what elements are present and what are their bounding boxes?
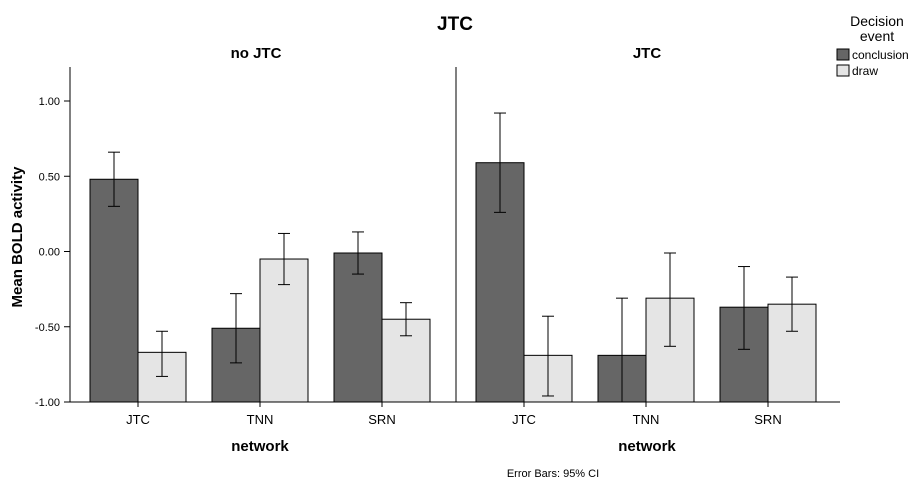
legend-title-line1: Decision <box>850 13 904 29</box>
x-tick-label: JTC <box>126 412 150 427</box>
x-tick-label: SRN <box>754 412 781 427</box>
error-bar-note: Error Bars: 95% CI <box>507 468 599 480</box>
y-tick-label: -0.50 <box>35 322 60 334</box>
y-tick-label: 1.00 <box>39 96 60 108</box>
x-axis-label-left: network <box>231 438 289 455</box>
y-tick-label: 0.50 <box>39 171 60 183</box>
legend-label-draw: draw <box>852 64 878 78</box>
y-tick-label: 0.00 <box>39 247 60 259</box>
x-axis-label-right: network <box>618 438 676 455</box>
chart-title: JTC <box>437 14 473 35</box>
panel-title-jtc: JTC <box>633 45 662 62</box>
x-tick-label: SRN <box>368 412 395 427</box>
x-tick-label: JTC <box>512 412 536 427</box>
bar-conclusion <box>333 252 383 403</box>
y-tick-label: -1.00 <box>35 397 60 409</box>
x-tick-label: TNN <box>633 412 660 427</box>
legend-swatch-conclusion <box>836 48 850 61</box>
bar-conclusion <box>89 178 139 403</box>
y-axis-label: Mean BOLD activity <box>9 166 26 308</box>
legend-label-conclusion: conclusion <box>852 48 909 62</box>
plot-area: 1.00 0.50 0.00 -0.50 -1.00 JTC TNN SRN JTC TNN SRN <box>35 67 840 427</box>
legend-swatch-draw <box>836 64 850 77</box>
legend-title-line2: event <box>860 28 894 44</box>
panel-title-no-jtc: no JTC <box>231 45 282 62</box>
x-tick-label: TNN <box>247 412 274 427</box>
legend: Decision event conclusion draw <box>836 13 909 78</box>
